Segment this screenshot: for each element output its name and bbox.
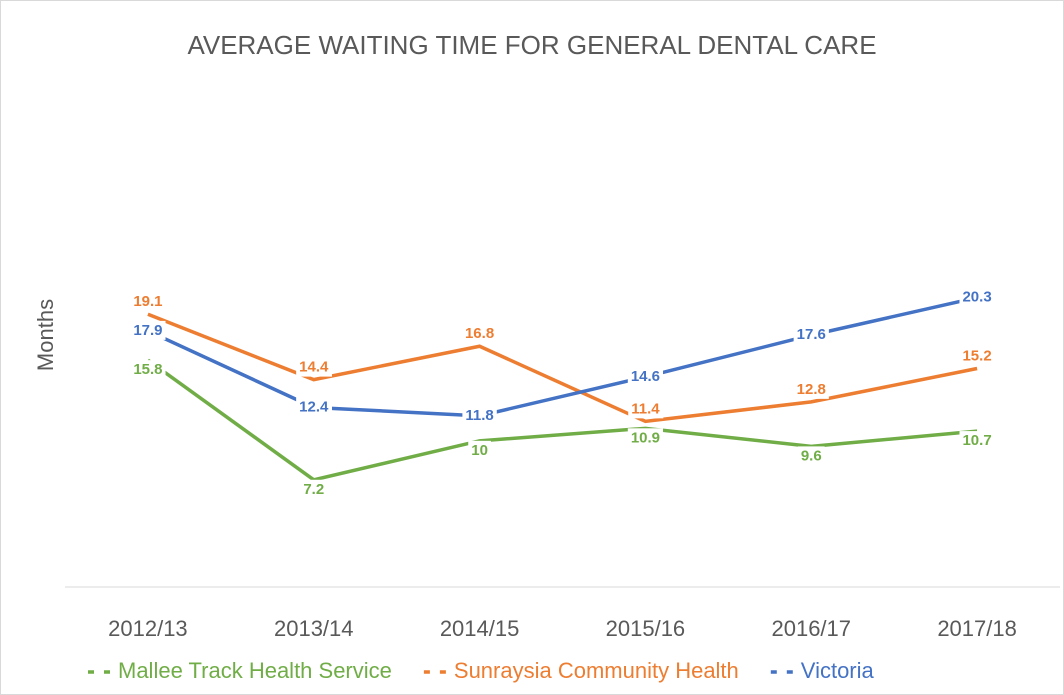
data-label-bg bbox=[793, 325, 829, 345]
data-label: 17.6 bbox=[797, 326, 826, 343]
data-label: 20.3 bbox=[962, 289, 991, 306]
data-label-group: 19.1 bbox=[130, 292, 166, 312]
x-tick-label: 2014/15 bbox=[440, 616, 520, 641]
data-label: 11.4 bbox=[631, 400, 660, 417]
data-label-bg bbox=[627, 366, 664, 386]
data-label-group: 16.8 bbox=[461, 324, 498, 344]
y-axis-label: Months bbox=[33, 299, 58, 371]
data-label: 10.7 bbox=[962, 432, 991, 449]
data-label-bg bbox=[296, 397, 333, 417]
data-label-bg bbox=[627, 428, 664, 448]
data-label-group: 7.2 bbox=[300, 479, 328, 499]
data-label-group: 11.4 bbox=[628, 399, 664, 419]
data-label-bg bbox=[296, 357, 333, 377]
data-label-group: 17.6 bbox=[793, 325, 829, 345]
data-label: 10.9 bbox=[631, 429, 660, 446]
legend-label: Victoria bbox=[801, 658, 875, 683]
data-label-bg bbox=[468, 440, 491, 460]
data-label-group: 14.4 bbox=[296, 357, 333, 377]
x-tick-label: 2015/16 bbox=[606, 616, 686, 641]
data-label-bg bbox=[959, 431, 995, 451]
data-label-bg bbox=[130, 360, 166, 380]
series-line bbox=[146, 358, 978, 482]
data-label-bg bbox=[130, 292, 166, 312]
data-label-group: 9.6 bbox=[797, 446, 825, 466]
data-label-group: 10.7 bbox=[959, 431, 995, 451]
data-label: 14.6 bbox=[631, 368, 660, 385]
series-line bbox=[147, 295, 978, 418]
x-tick-label: 2013/14 bbox=[274, 616, 354, 641]
data-label-group: 17.9 bbox=[130, 320, 166, 340]
x-tick-label: 2016/17 bbox=[771, 616, 851, 641]
data-label: 10 bbox=[471, 442, 488, 459]
data-label: 15.2 bbox=[962, 347, 991, 364]
data-label-group: 11.8 bbox=[462, 405, 497, 425]
data-label-bg bbox=[959, 346, 995, 366]
data-label-group: 10.9 bbox=[627, 428, 664, 448]
x-tick-label: 2012/13 bbox=[108, 616, 188, 641]
data-label-bg bbox=[300, 479, 328, 499]
data-label-bg bbox=[462, 405, 497, 425]
data-label-group: 15.8 bbox=[130, 360, 166, 380]
data-label: 11.8 bbox=[465, 407, 493, 424]
data-label-group: 15.2 bbox=[959, 346, 995, 366]
data-label-bg bbox=[959, 287, 995, 307]
data-label-bg bbox=[461, 324, 498, 344]
legend-label: Mallee Track Health Service bbox=[118, 658, 392, 683]
data-label: 16.8 bbox=[465, 325, 494, 342]
data-label-bg bbox=[793, 379, 829, 399]
data-label: 9.6 bbox=[801, 447, 822, 464]
data-label: 19.1 bbox=[133, 293, 162, 310]
series-line bbox=[147, 312, 978, 424]
data-label-group: 14.6 bbox=[627, 366, 664, 386]
chart-title: AVERAGE WAITING TIME FOR GENERAL DENTAL … bbox=[187, 30, 876, 60]
data-label-group: 12.8 bbox=[793, 379, 829, 399]
data-label: 14.4 bbox=[299, 359, 329, 376]
data-label: 17.9 bbox=[133, 322, 162, 339]
x-tick-label: 2017/18 bbox=[937, 616, 1017, 641]
data-label: 7.2 bbox=[303, 481, 324, 498]
data-label-bg bbox=[130, 320, 166, 340]
data-label: 15.8 bbox=[133, 361, 162, 378]
data-label: 12.8 bbox=[797, 381, 826, 398]
data-label-group: 20.3 bbox=[959, 287, 995, 307]
data-label-bg bbox=[628, 399, 664, 419]
data-label-group: 12.4 bbox=[296, 397, 333, 417]
data-label-group: 10 bbox=[468, 440, 491, 460]
data-label: 12.4 bbox=[299, 398, 329, 415]
data-label-bg bbox=[797, 446, 825, 466]
legend-label: Sunraysia Community Health bbox=[454, 658, 739, 683]
